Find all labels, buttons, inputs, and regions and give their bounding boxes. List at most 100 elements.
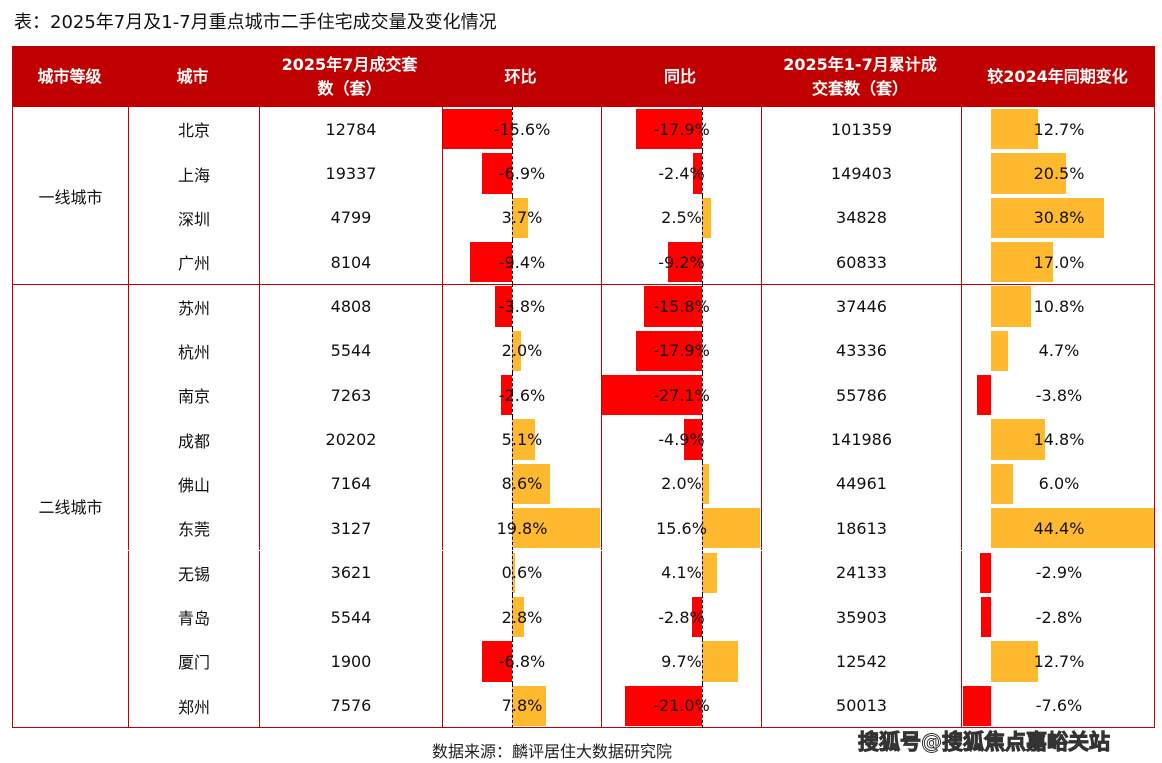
cell-text: 30.8% bbox=[1033, 208, 1085, 228]
yoy-bar bbox=[691, 596, 702, 638]
cell-cum: 43336 bbox=[761, 328, 961, 374]
zero-line bbox=[702, 550, 703, 595]
table-row: 北京 12784 -15.6% -17.9% 101359 12.7% bbox=[128, 107, 1156, 152]
source-note: 数据来源：麟评居住大数据研究院 bbox=[432, 742, 673, 761]
cell-text: 7.8% bbox=[501, 696, 543, 716]
zero-line bbox=[702, 373, 703, 418]
cell-text: 2.0% bbox=[501, 341, 543, 361]
column-header: 2025年1-7月累计成交套数（套） bbox=[783, 54, 937, 98]
cell-july: 19337 bbox=[259, 151, 442, 196]
zero-line bbox=[512, 284, 513, 329]
zero-line bbox=[702, 195, 703, 241]
mom-bar bbox=[512, 552, 515, 593]
cell-text: 2.0% bbox=[661, 474, 702, 494]
cell-text: -15.6% bbox=[493, 119, 551, 139]
cell-text: 12542 bbox=[836, 651, 887, 671]
cell-text: 17.0% bbox=[1033, 252, 1085, 272]
cell-mom: 0.6% bbox=[442, 550, 601, 595]
zero-line bbox=[512, 151, 513, 196]
cell-chg: 6.0% bbox=[961, 461, 1156, 507]
cell-text: 5544 bbox=[330, 341, 372, 361]
cell-text: 佛山 bbox=[177, 475, 210, 495]
cell-chg: -3.8% bbox=[961, 373, 1156, 418]
cell-text: -7.6% bbox=[1035, 696, 1083, 716]
cell-text: 东莞 bbox=[177, 520, 210, 540]
cell-chg: 20.5% bbox=[961, 151, 1156, 196]
cell-text: 101359 bbox=[830, 119, 893, 139]
cell-city: 北京 bbox=[128, 107, 259, 152]
yoy-bar bbox=[702, 641, 738, 682]
chg-bar bbox=[991, 419, 1046, 460]
yoy-bar bbox=[643, 286, 702, 327]
zero-line bbox=[702, 284, 703, 329]
cell-text: 3127 bbox=[330, 518, 372, 538]
cell-mom: -6.8% bbox=[442, 639, 601, 684]
chg-bar bbox=[991, 641, 1038, 682]
cell-text: 4799 bbox=[330, 208, 372, 228]
table-header: 城市等级 城市 2025年7月成交套数（套） 环比 同比 2025年1-7月累计成交套数（… bbox=[12, 46, 1155, 107]
chg-bar bbox=[963, 685, 991, 726]
chg-bar bbox=[991, 286, 1031, 327]
cell-text: -21.0% bbox=[653, 696, 710, 716]
cell-text: 8104 bbox=[330, 252, 372, 272]
cell-city: 杭州 bbox=[128, 328, 259, 374]
yoy-bar bbox=[702, 197, 712, 239]
tier-label: 二线城市 bbox=[38, 498, 103, 518]
column-header: 城市等级 bbox=[37, 66, 102, 86]
cell-text: 深圳 bbox=[177, 209, 210, 229]
cell-mom: 2.0% bbox=[442, 328, 601, 374]
cell-text: 6.0% bbox=[1038, 474, 1080, 494]
chg-bar bbox=[980, 596, 991, 638]
tier-label: 一线城市 bbox=[38, 187, 103, 207]
table-row: 深圳 4799 3.7% 2.5% 34828 30.8% bbox=[128, 195, 1156, 241]
cell-city: 成都 bbox=[128, 417, 259, 462]
mom-bar bbox=[470, 242, 512, 283]
yoy-bar bbox=[624, 685, 702, 726]
cell-yoy: -15.8% bbox=[601, 284, 761, 329]
zero-line bbox=[702, 240, 703, 285]
cell-text: 60833 bbox=[836, 252, 887, 272]
cell-text: -3.8% bbox=[1035, 385, 1083, 405]
column-header: 较2024年同期变化 bbox=[987, 66, 1128, 86]
cell-text: 24133 bbox=[836, 563, 887, 583]
cell-yoy: 9.7% bbox=[601, 639, 761, 684]
cell-yoy: 4.1% bbox=[601, 550, 761, 595]
cell-text: -17.9% bbox=[653, 341, 710, 361]
cell-text: -2.8% bbox=[1035, 607, 1083, 627]
cell-city: 深圳 bbox=[128, 195, 259, 241]
cell-text: 4.7% bbox=[1038, 341, 1080, 361]
zero-line bbox=[702, 328, 703, 374]
cell-mom: 19.8% bbox=[442, 506, 601, 551]
cell-text: 12.7% bbox=[1033, 651, 1085, 671]
cell-text: 15.6% bbox=[656, 518, 707, 538]
table-row: 成都 20202 5.1% -4.9% 141986 14.8% bbox=[128, 417, 1156, 462]
cell-text: -4.9% bbox=[658, 430, 705, 450]
data-table: 城市等级 城市 2025年7月成交套数（套） 环比 同比 2025年1-7月累计成交套数（… bbox=[12, 46, 1155, 728]
cell-text: -9.2% bbox=[658, 252, 705, 272]
cell-yoy: -27.1% bbox=[601, 373, 761, 418]
mom-bar bbox=[512, 463, 550, 505]
column-header: 城市 bbox=[176, 66, 209, 86]
cell-text: 0.6% bbox=[501, 563, 543, 583]
table-row: 上海 19337 -6.9% -2.4% 149403 20.5% bbox=[128, 151, 1156, 196]
cell-text: 20202 bbox=[325, 430, 377, 450]
zero-line bbox=[512, 240, 513, 285]
mom-bar bbox=[512, 685, 547, 726]
cell-july: 5544 bbox=[259, 594, 442, 640]
cell-cum: 55786 bbox=[761, 373, 961, 418]
cell-text: 4808 bbox=[330, 297, 372, 317]
cell-city: 东莞 bbox=[128, 506, 259, 551]
yoy-bar bbox=[702, 463, 710, 505]
cell-text: 14.8% bbox=[1033, 430, 1085, 450]
table-row: 青岛 5544 2.8% -2.8% 35903 -2.8% bbox=[128, 594, 1156, 640]
zero-line bbox=[512, 506, 513, 551]
cell-text: 19.8% bbox=[496, 518, 548, 538]
cell-city: 青岛 bbox=[128, 594, 259, 640]
cell-text: -6.8% bbox=[498, 651, 546, 671]
chg-bar bbox=[991, 242, 1054, 283]
cell-july: 5544 bbox=[259, 328, 442, 374]
chg-bar bbox=[980, 552, 991, 593]
cell-july: 4799 bbox=[259, 195, 442, 241]
cell-text: 无锡 bbox=[177, 564, 210, 584]
yoy-bar bbox=[693, 153, 702, 194]
